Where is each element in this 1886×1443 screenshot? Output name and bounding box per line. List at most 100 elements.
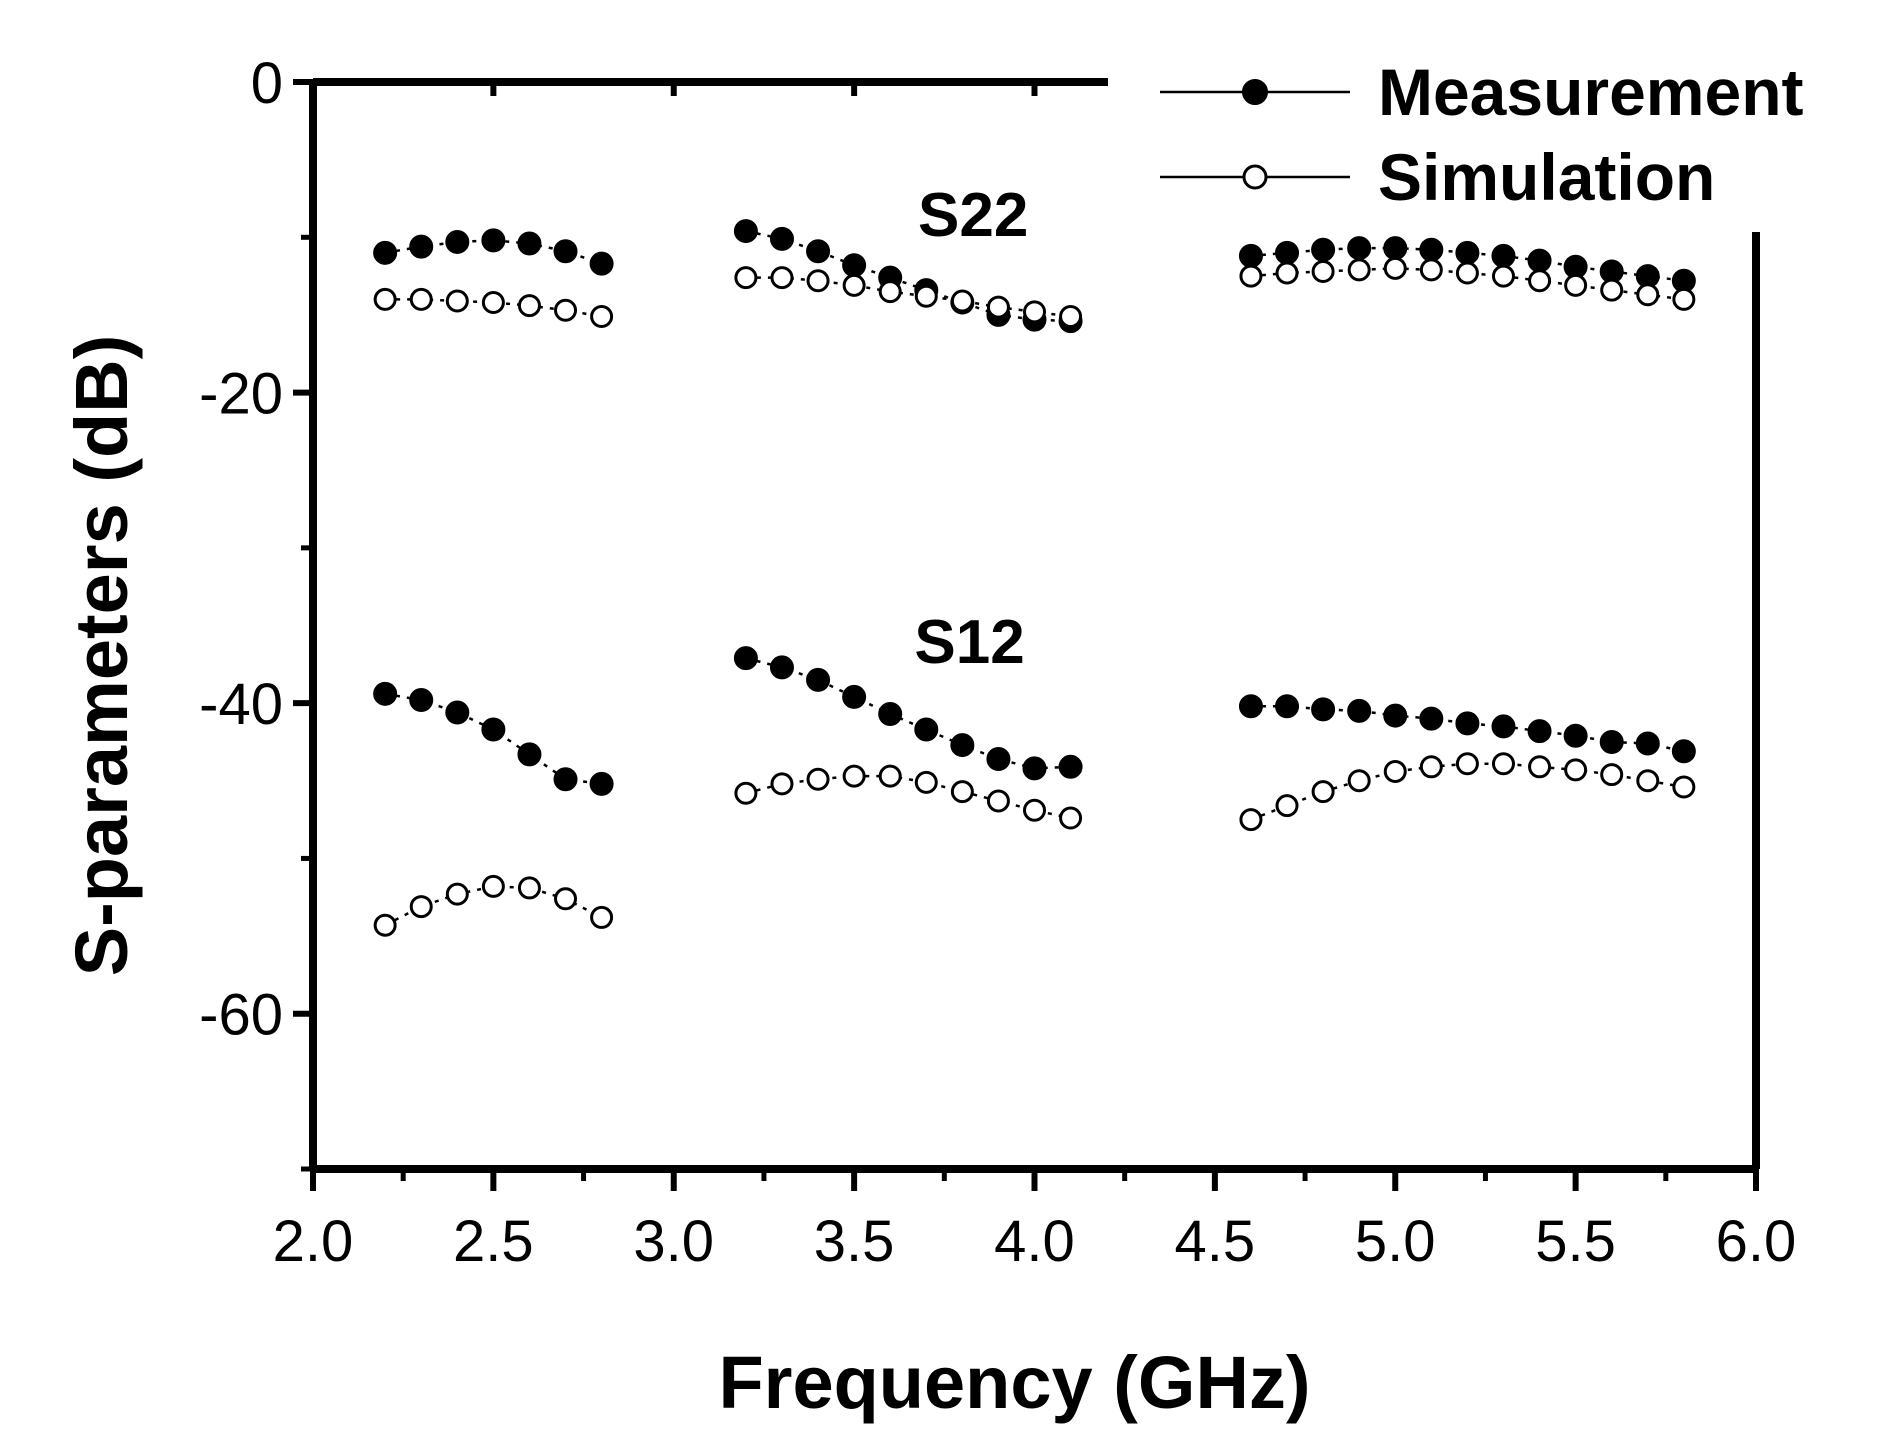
series: [373, 228, 614, 276]
simulation-point: [1347, 769, 1371, 793]
measurement-point: [1635, 731, 1660, 756]
measurement-point: [481, 717, 506, 742]
y-tick-label: -60: [199, 983, 283, 1048]
series-line: [745, 276, 1071, 318]
series: [373, 874, 614, 937]
x-tick-label: 6.0: [1716, 1209, 1797, 1274]
simulation-point: [445, 289, 469, 313]
simulation-point: [590, 304, 614, 328]
legend: Measurement Simulation: [1160, 55, 1804, 214]
measurement-point: [1275, 240, 1300, 265]
measurement-point: [1491, 714, 1516, 739]
series: [1238, 236, 1696, 293]
x-tick-label: 4.0: [994, 1209, 1075, 1274]
simulation-point: [770, 266, 794, 290]
simulation-point: [1383, 759, 1407, 783]
measurement-point: [373, 240, 398, 265]
text-layer: 2.0 2.5 3.0 3.5 4.0 4.5 5.0 5.5 6.0 0 -20 -40 -60 Fre…: [60, 51, 1796, 1424]
measurement-point: [806, 239, 831, 264]
simulation-point: [1564, 758, 1588, 782]
x-tick-label: 5.0: [1355, 1209, 1436, 1274]
measurement-point: [950, 733, 975, 758]
measurement-point: [1527, 719, 1552, 744]
simulation-point: [517, 876, 541, 900]
legend-label: Simulation: [1378, 140, 1715, 214]
simulation-point: [1383, 256, 1407, 280]
simulation-point: [1311, 780, 1335, 804]
simulation-point: [481, 291, 505, 315]
simulation-point: [986, 295, 1010, 319]
series: [373, 681, 614, 796]
x-tick-label: 2.5: [453, 1209, 534, 1274]
measurement-point: [409, 688, 434, 713]
measurement-point: [1238, 694, 1263, 719]
series-line: [745, 774, 1071, 820]
measurement-point: [1455, 240, 1480, 265]
y-axis-title: S-parameters (dB): [60, 335, 143, 977]
measurement-point: [769, 655, 794, 680]
x-tick-label: 2.0: [273, 1209, 354, 1274]
simulation-point: [1600, 278, 1624, 302]
measurement-point: [1311, 697, 1336, 722]
legend-background: [1108, 70, 1886, 232]
measurement-point: [1311, 237, 1336, 262]
axes: [293, 78, 1760, 1191]
simulation-point: [373, 913, 397, 937]
simulation-point: [1419, 755, 1443, 779]
series-layer: [373, 219, 1696, 937]
x-tick-label: 3.5: [814, 1209, 895, 1274]
measurement-point: [733, 646, 758, 671]
measurement-point: [1347, 236, 1372, 261]
series: [1239, 752, 1696, 832]
measurement-point: [1419, 706, 1444, 731]
x-tick-label: 5.5: [1535, 1209, 1616, 1274]
measurement-point: [842, 253, 867, 278]
simulation-point: [986, 789, 1010, 813]
measurement-point: [769, 226, 794, 251]
simulation-point: [1059, 806, 1083, 830]
measurement-point: [1275, 694, 1300, 719]
measurement-point: [986, 747, 1011, 772]
simulation-point: [1636, 769, 1660, 793]
simulation-point: [590, 905, 614, 929]
series-line: [745, 656, 1071, 770]
x-tick-label: 3.0: [633, 1209, 714, 1274]
measurement-point: [733, 219, 758, 244]
legend-open-marker: [1242, 164, 1268, 190]
simulation-point: [734, 781, 758, 805]
simulation-point: [1311, 259, 1335, 283]
measurement-point: [1563, 723, 1588, 748]
measurement-point: [445, 229, 470, 254]
simulation-point: [1239, 264, 1263, 288]
simulation-point: [1347, 258, 1371, 282]
series: [734, 764, 1083, 830]
simulation-point: [1275, 261, 1299, 285]
simulation-point: [950, 289, 974, 313]
simulation-point: [1600, 763, 1624, 787]
measurement-point: [1419, 237, 1444, 262]
measurement-point: [1455, 711, 1480, 736]
measurement-point: [445, 700, 470, 725]
annotation-label: S12: [914, 608, 1024, 677]
measurement-point: [373, 681, 398, 706]
simulation-point: [481, 874, 505, 898]
x-axis-title: Frequency (GHz): [718, 1341, 1310, 1424]
measurement-point: [589, 771, 614, 796]
simulation-point: [1023, 300, 1046, 324]
series: [734, 266, 1083, 328]
measurement-point: [1491, 243, 1516, 268]
series: [733, 646, 1083, 781]
simulation-point: [1528, 269, 1552, 293]
simulation-point: [1672, 287, 1696, 311]
simulation-point: [842, 764, 866, 788]
measurement-point: [517, 231, 542, 256]
simulation-point: [1455, 261, 1479, 285]
measurement-point: [409, 234, 434, 259]
measurement-point: [1599, 729, 1624, 754]
simulation-point: [1059, 304, 1083, 328]
simulation-point: [1491, 264, 1515, 288]
y-tick-label: 0: [251, 51, 283, 116]
simulation-point: [1023, 798, 1046, 822]
simulation-point: [806, 269, 830, 293]
